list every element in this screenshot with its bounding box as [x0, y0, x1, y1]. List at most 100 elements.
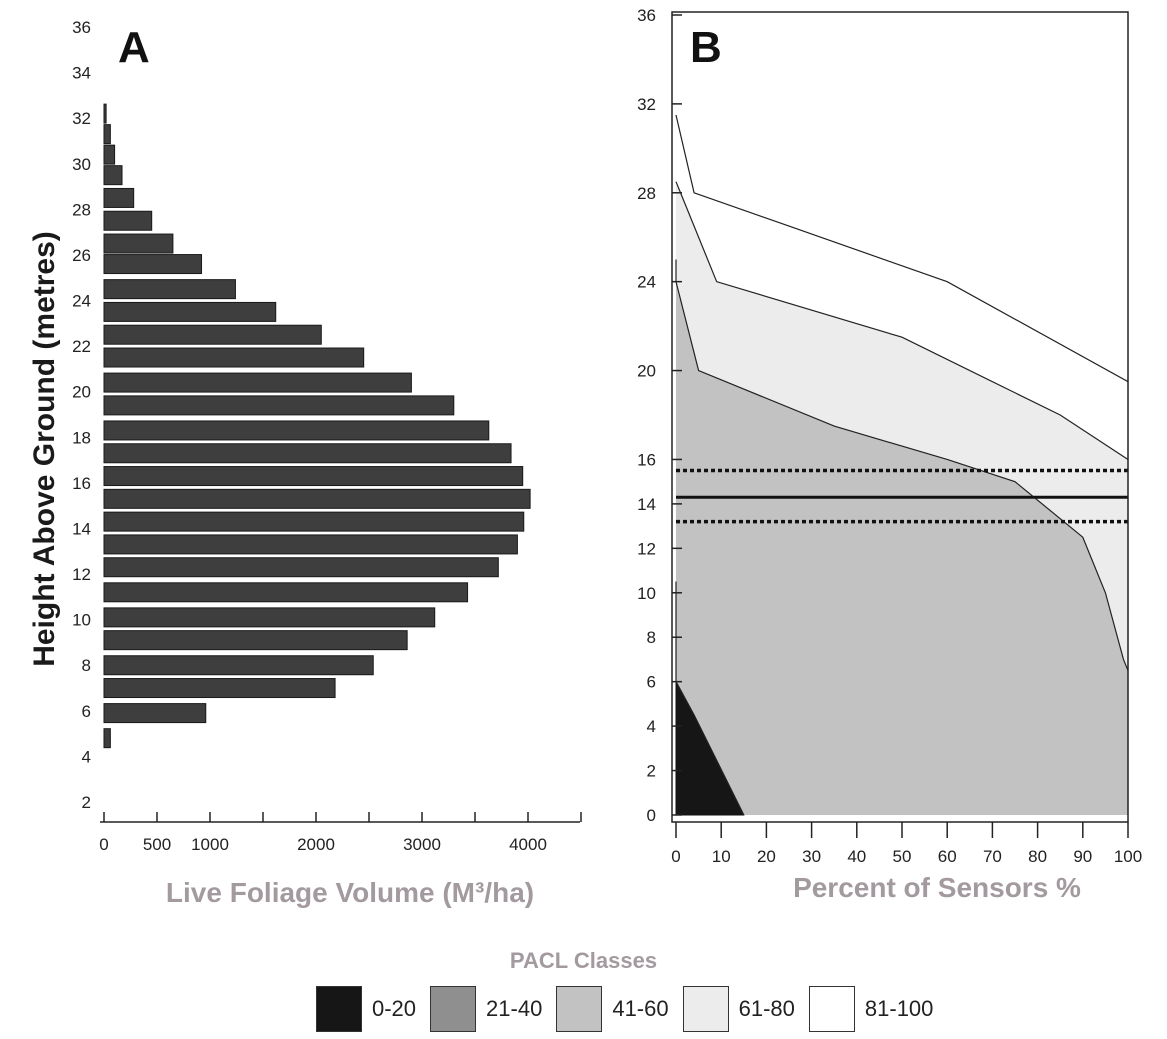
x-tick-label: 40 — [847, 847, 866, 866]
y-tick-label: 20 — [637, 362, 656, 381]
y-tick-label: 4 — [82, 747, 91, 766]
bar — [103, 372, 412, 393]
bar — [103, 607, 436, 628]
legend-title: PACL Classes — [509, 948, 658, 973]
legend-swatch — [808, 986, 855, 1032]
y-tick-label: 28 — [72, 200, 91, 219]
y-tick-label: 32 — [637, 95, 656, 114]
y-tick-label: 24 — [72, 292, 91, 311]
class-boundary-41-60 — [675, 181, 1129, 460]
y-tick-label: 12 — [637, 539, 656, 558]
x-tick-label: 0 — [671, 847, 680, 866]
y-tick-label: 2 — [82, 793, 91, 812]
bar — [103, 279, 236, 300]
legend-label: 41-60 — [612, 996, 669, 1021]
class-area-41-60 — [676, 259, 1128, 815]
legend: PACL Classes 0-20 21-40 41-60 61-80 81-100 — [0, 944, 1167, 1039]
y-tick-label: 30 — [72, 155, 91, 174]
x-tick-label: 500 — [143, 835, 171, 854]
bar — [103, 466, 524, 487]
legend-items: 0-20 21-40 41-60 61-80 81-100 — [316, 986, 947, 1032]
y-tick-label: 36 — [637, 6, 656, 25]
x-tick-label: 4000 — [509, 835, 547, 854]
legend-item: 21-40 — [430, 986, 542, 1032]
bar — [103, 347, 365, 368]
panel-b-plot-frame — [671, 11, 1129, 823]
legend-label: 61-80 — [738, 996, 795, 1021]
y-tick-label: 22 — [72, 337, 91, 356]
panel-b-x-ticks: 0 10 20 30 40 50 60 70 80 90 100 — [671, 822, 1142, 866]
y-tick-label: 24 — [637, 273, 656, 292]
class-boundary-0-20 — [675, 581, 745, 816]
bar — [103, 678, 336, 699]
y-tick-label: 2 — [647, 762, 656, 781]
bar — [103, 420, 490, 441]
y-tick-label: 10 — [72, 611, 91, 630]
panel-a-bars — [103, 103, 531, 749]
legend-swatch — [316, 986, 362, 1032]
x-tick-label: 3000 — [403, 835, 441, 854]
x-tick-label: 90 — [1073, 847, 1092, 866]
bar — [103, 187, 135, 208]
panel-a-x-axis-title: Live Foliage Volume (M³/ha) — [166, 877, 534, 908]
y-tick-label: 32 — [72, 109, 91, 128]
bar — [103, 582, 469, 603]
bar — [103, 703, 207, 724]
panel-b-x-axis-title: Percent of Sensors % — [793, 872, 1081, 903]
panel-a-letter: A — [118, 23, 150, 72]
bar — [103, 144, 116, 165]
y-tick-label: 12 — [72, 565, 91, 584]
legend-label: 0-20 — [372, 996, 417, 1021]
y-tick-label: 6 — [82, 702, 91, 721]
legend-label: 81-100 — [864, 996, 934, 1021]
bar — [103, 254, 203, 275]
x-tick-label: 10 — [712, 847, 731, 866]
y-tick-label: 16 — [72, 474, 91, 493]
panel-b-reference-lines — [676, 468, 1128, 524]
bar — [103, 630, 408, 651]
y-tick-label: 16 — [637, 450, 656, 469]
bar — [103, 557, 499, 578]
panel-a-y-axis-title: Height Above Ground (metres) — [28, 231, 61, 667]
x-tick-label: 50 — [893, 847, 912, 866]
legend-swatch — [430, 986, 477, 1032]
y-tick-label: 6 — [647, 673, 656, 692]
legend-swatch — [682, 986, 729, 1032]
x-tick-label: 1000 — [191, 835, 229, 854]
bar — [103, 103, 107, 124]
y-tick-label: 28 — [637, 184, 656, 203]
y-tick-label: 14 — [72, 519, 91, 538]
legend-label: 21-40 — [486, 996, 543, 1021]
panel-b-letter: B — [690, 23, 722, 72]
class-boundary-21-40 — [675, 259, 1129, 671]
legend-item: 0-20 — [316, 986, 416, 1032]
x-tick-label: 80 — [1028, 847, 1047, 866]
bar — [103, 210, 153, 231]
y-tick-label: 8 — [647, 628, 656, 647]
legend-swatch — [556, 986, 603, 1032]
y-tick-label: 10 — [637, 584, 656, 603]
legend-item: 81-100 — [808, 986, 934, 1032]
panel-b: B 0 10 20 30 40 50 60 70 80 90 100 024681012141620… — [637, 6, 1142, 903]
panel-a: A 0 500 1000 2000 3000 4000 24681012141618202… — [28, 18, 582, 908]
bar — [103, 488, 531, 509]
y-tick-label: 18 — [72, 428, 91, 447]
y-tick-label: 4 — [647, 717, 656, 736]
x-tick-label: 100 — [1114, 847, 1142, 866]
class-boundary-61-80 — [675, 114, 1129, 383]
bar — [103, 655, 374, 676]
bar — [103, 324, 322, 345]
y-tick-label: 36 — [72, 18, 91, 37]
figure: A 0 500 1000 2000 3000 4000 24681012141618202… — [28, 6, 1142, 908]
bar — [103, 301, 277, 322]
x-tick-label: 30 — [802, 847, 821, 866]
x-tick-label: 60 — [938, 847, 957, 866]
y-tick-label: 14 — [637, 495, 656, 514]
bar — [103, 165, 123, 186]
bar — [103, 124, 111, 145]
y-tick-label: 20 — [72, 383, 91, 402]
bar — [103, 728, 111, 749]
legend-item: 61-80 — [682, 986, 795, 1032]
